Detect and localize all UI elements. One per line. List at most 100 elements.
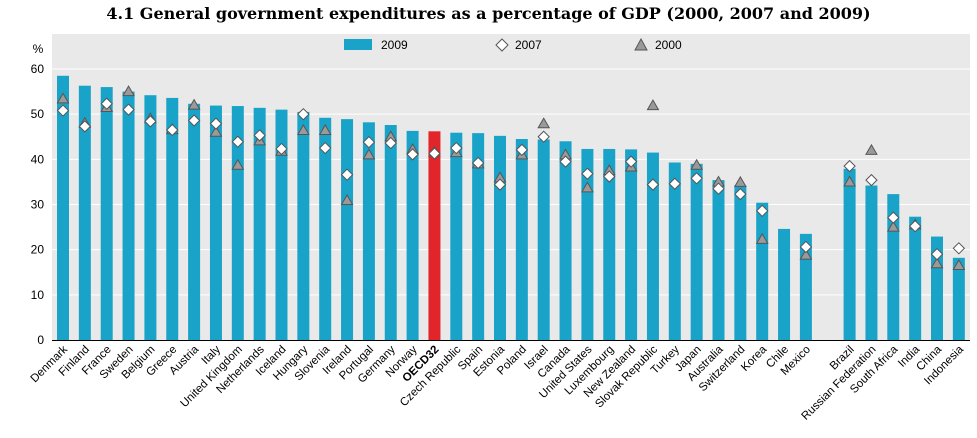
marker-2007 <box>799 240 813 254</box>
marker-2007 <box>712 182 725 195</box>
marker-2000 <box>581 181 594 193</box>
marker-2000 <box>209 125 223 137</box>
plot-background <box>52 34 970 340</box>
marker-2007 <box>515 143 529 157</box>
bar-2009 <box>581 148 594 340</box>
marker-2000 <box>865 143 878 155</box>
y-axis-unit-label: % <box>33 42 44 56</box>
y-tick-label: 0 <box>37 333 44 347</box>
marker-2000 <box>340 193 354 205</box>
marker-2007 <box>362 135 376 149</box>
bar-2009 <box>690 163 703 340</box>
bar-2009 <box>209 105 222 341</box>
bar-2009 <box>778 228 791 340</box>
bar-2009 <box>603 148 616 340</box>
marker-2007 <box>843 159 856 173</box>
marker-2000 <box>799 248 813 260</box>
legend-label-2000: 2000 <box>655 38 682 52</box>
marker-2007 <box>865 173 878 187</box>
marker-2000 <box>952 259 966 271</box>
bar-2009 <box>253 107 266 341</box>
bar-2009 <box>756 202 769 340</box>
bar-2009 <box>406 130 419 340</box>
marker-2000 <box>646 99 660 111</box>
bar-2009 <box>341 119 354 340</box>
marker-2007 <box>887 211 900 224</box>
marker-2007 <box>493 178 507 191</box>
marker-2007 <box>603 170 616 183</box>
marker-2007 <box>275 142 288 156</box>
bar-2009 <box>909 216 922 340</box>
bar-2009 <box>865 185 878 340</box>
legend-marker-2007 <box>495 38 509 52</box>
legend-swatch-2009 <box>344 39 372 50</box>
marker-2000 <box>843 175 856 187</box>
marker-2007 <box>450 141 463 155</box>
marker-2007 <box>100 97 113 110</box>
marker-2007 <box>646 178 660 191</box>
bar-2009 <box>712 180 725 340</box>
bar-2009 <box>472 133 485 340</box>
bar-2009 <box>78 85 91 340</box>
marker-2007 <box>952 242 966 255</box>
bar-2009 <box>297 111 310 341</box>
bar-2009 <box>515 139 528 340</box>
bar-2009 <box>166 97 179 340</box>
bar-2009 <box>362 122 375 341</box>
marker-2000 <box>690 158 704 170</box>
marker-2000 <box>122 85 135 97</box>
marker-2007 <box>340 168 354 181</box>
legend-label-2007: 2007 <box>515 38 542 52</box>
marker-2007 <box>930 247 944 261</box>
marker-2007 <box>406 148 419 161</box>
chart-title: 4.1 General government expenditures as a… <box>106 4 871 23</box>
marker-2007 <box>668 177 682 190</box>
bar-2009 <box>668 162 681 340</box>
marker-2007 <box>318 141 332 155</box>
legend: 2009 2007 2000 <box>344 37 682 52</box>
marker-2007 <box>755 204 769 218</box>
bar-2009 <box>144 95 157 341</box>
marker-2007 <box>78 120 92 133</box>
marker-2000 <box>755 232 769 244</box>
marker-2007 <box>559 155 572 168</box>
marker-2007 <box>384 136 397 150</box>
marker-2007 <box>144 115 157 128</box>
marker-2007 <box>187 114 201 127</box>
bar-2009 <box>450 132 463 340</box>
bar-2009 <box>57 75 69 341</box>
y-tick-label: 10 <box>31 288 45 302</box>
marker-2007 <box>908 219 922 233</box>
bar-2009 <box>319 117 332 340</box>
marker-2007 <box>690 172 703 185</box>
y-tick-label: 20 <box>31 243 45 257</box>
bar-2009 <box>494 135 506 340</box>
marker-2007 <box>122 103 135 116</box>
bar-2009 <box>188 103 201 340</box>
legend-marker-2000 <box>634 37 648 51</box>
marker-2000 <box>187 98 201 110</box>
y-tick-label: 60 <box>31 62 45 76</box>
y-tick-label: 50 <box>31 107 45 121</box>
marker-2007 <box>428 147 441 160</box>
bar-2009 <box>122 91 135 340</box>
marker-2000 <box>886 220 900 232</box>
legend-label-2009: 2009 <box>381 38 408 52</box>
bar-2009 <box>275 109 288 341</box>
marker-2007 <box>297 107 310 121</box>
category-label: Korea <box>739 343 770 374</box>
bar-2009 <box>384 125 397 340</box>
y-tick-label: 30 <box>31 198 45 212</box>
bar-2009 <box>100 87 113 340</box>
marker-2000 <box>318 123 332 135</box>
marker-2000 <box>231 158 245 170</box>
marker-2007 <box>471 156 485 170</box>
bar-2009 <box>843 168 856 340</box>
bar-2009 <box>952 257 965 340</box>
marker-2000 <box>362 148 376 160</box>
bar-2009 <box>559 141 572 340</box>
bar-2009 <box>734 185 747 340</box>
marker-2007 <box>56 104 70 117</box>
marker-2007 <box>209 117 223 130</box>
